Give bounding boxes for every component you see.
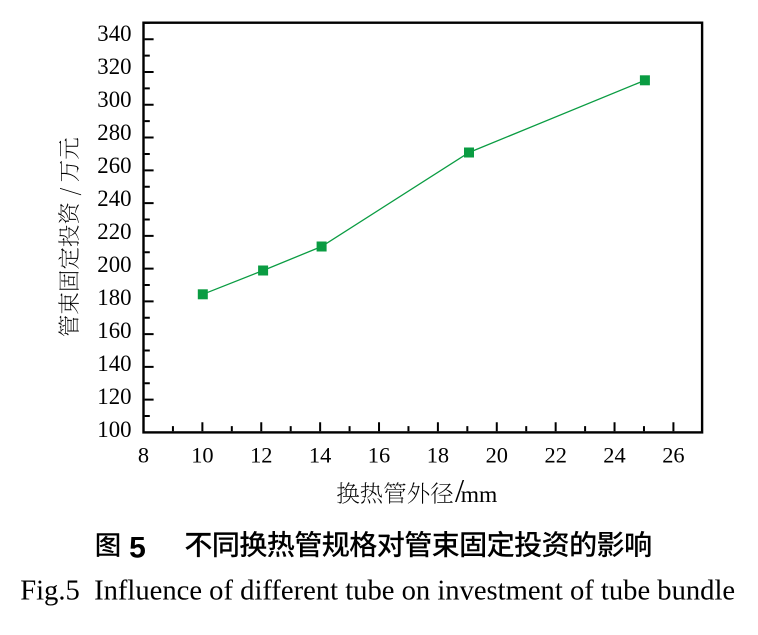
svg-text:200: 200 — [97, 252, 131, 277]
svg-text:300: 300 — [97, 87, 131, 112]
svg-text:24: 24 — [603, 442, 625, 467]
svg-text:/: / — [455, 473, 465, 509]
svg-text:280: 280 — [97, 120, 131, 145]
svg-text:20: 20 — [486, 442, 508, 467]
svg-text:240: 240 — [97, 186, 131, 211]
svg-text:340: 340 — [97, 21, 131, 46]
svg-text:160: 160 — [97, 318, 131, 343]
svg-text:140: 140 — [97, 351, 131, 376]
svg-text:10: 10 — [191, 442, 213, 467]
svg-text:mm: mm — [461, 482, 498, 508]
svg-text:120: 120 — [97, 384, 131, 409]
svg-text:14: 14 — [309, 442, 331, 467]
svg-text:Fig.5 Influence of different: Fig.5 Influence of different tube on inv… — [20, 576, 735, 607]
svg-text:26: 26 — [662, 442, 684, 467]
svg-text:260: 260 — [97, 153, 131, 178]
svg-text:220: 220 — [97, 219, 131, 244]
svg-text:18: 18 — [427, 442, 449, 467]
svg-text:5: 5 — [129, 531, 146, 564]
svg-text:16: 16 — [368, 442, 390, 467]
svg-text:22: 22 — [545, 442, 567, 467]
svg-text:12: 12 — [250, 442, 272, 467]
svg-text:320: 320 — [97, 54, 131, 79]
svg-text:180: 180 — [97, 285, 131, 310]
svg-text:8: 8 — [138, 442, 149, 467]
svg-text:100: 100 — [97, 417, 131, 442]
